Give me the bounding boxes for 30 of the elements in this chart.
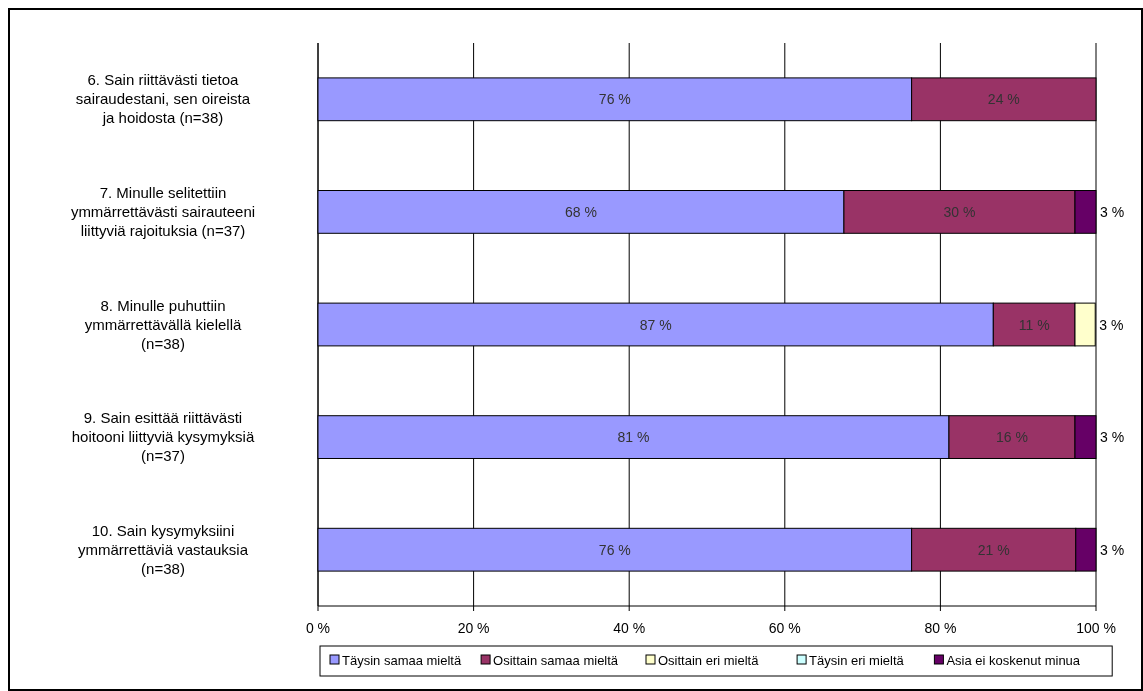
data-label: 11 % (1018, 316, 1050, 333)
data-label: 76 % (598, 91, 631, 108)
data-label: 3 % (1100, 541, 1125, 558)
data-label: 87 % (639, 316, 672, 333)
x-tick-label: 60 % (768, 620, 801, 636)
y-tick-label: 7. Minulle selitettiin ymmärrettävästi sairauteeni liittyviä rajoituksia (n=37) (70, 183, 256, 239)
legend-label: Asia ei koskenut minua (946, 653, 1081, 668)
data-label: 3 % (1099, 316, 1124, 333)
data-label: 76 % (598, 541, 631, 558)
data-label: 3 % (1100, 429, 1125, 446)
legend-label: Osittain eri mieltä (658, 653, 760, 668)
y-tick-label: 8. Minulle puhuttiin ymmärrettävällä kielellä (n=38) (84, 296, 243, 352)
x-tick-label: 80 % (924, 620, 957, 636)
data-label: 81 % (617, 429, 650, 446)
data-label: 3 % (1100, 203, 1125, 220)
data-label: 24 % (987, 91, 1020, 108)
x-tick-label: 0 % (305, 620, 331, 636)
data-label: 21 % (977, 541, 1010, 558)
data-label: 16 % (996, 429, 1028, 446)
y-tick-label: 6. Sain riittävästi tietoa sairaudestani, sen oireista ja hoidosta (n=38) (75, 71, 251, 127)
x-tick-label: 100 % (1076, 620, 1116, 636)
legend-label: Täysin samaa mieltä (342, 653, 462, 668)
data-label: 68 % (565, 203, 597, 220)
y-tick-label: 10. Sain kysymyksiini ymmärrettäviä vastauksia (n=38) (77, 521, 249, 577)
x-tick-label: 20 % (457, 620, 490, 636)
legend-label: Täysin eri mieltä (809, 653, 905, 668)
y-tick-label: 9. Sain esittää riittävästi hoitooni liittyviä kysymyksiä (n=37) (71, 409, 255, 465)
legend-label: Osittain samaa mieltä (493, 653, 619, 668)
data-label: 30 % (943, 203, 976, 220)
x-tick-label: 40 % (613, 620, 646, 636)
